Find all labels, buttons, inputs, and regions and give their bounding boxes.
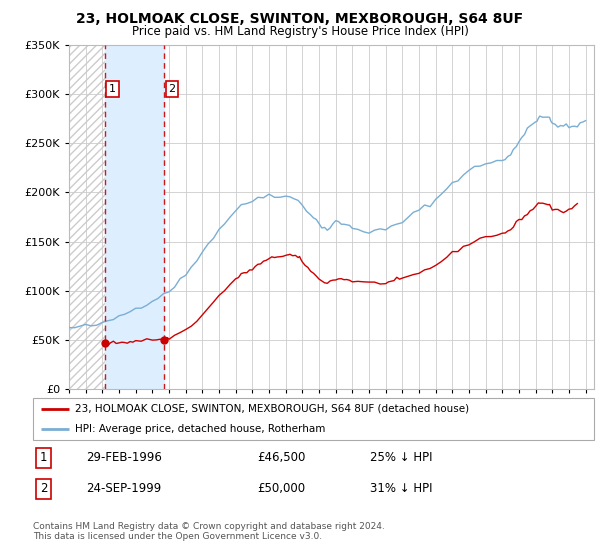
Bar <box>105 45 164 389</box>
Text: 2: 2 <box>40 482 47 495</box>
Text: 25% ↓ HPI: 25% ↓ HPI <box>370 451 432 464</box>
Text: 23, HOLMOAK CLOSE, SWINTON, MEXBOROUGH, S64 8UF (detached house): 23, HOLMOAK CLOSE, SWINTON, MEXBOROUGH, … <box>75 404 469 414</box>
Text: £50,000: £50,000 <box>257 482 305 495</box>
Text: £46,500: £46,500 <box>257 451 306 464</box>
Text: 24-SEP-1999: 24-SEP-1999 <box>86 482 161 495</box>
Text: Contains HM Land Registry data © Crown copyright and database right 2024.
This d: Contains HM Land Registry data © Crown c… <box>33 522 385 542</box>
Text: HPI: Average price, detached house, Rotherham: HPI: Average price, detached house, Roth… <box>75 424 325 434</box>
Text: 23, HOLMOAK CLOSE, SWINTON, MEXBOROUGH, S64 8UF: 23, HOLMOAK CLOSE, SWINTON, MEXBOROUGH, … <box>76 12 524 26</box>
Text: 31% ↓ HPI: 31% ↓ HPI <box>370 482 432 495</box>
Text: 2: 2 <box>169 84 176 94</box>
Text: 1: 1 <box>40 451 47 464</box>
Text: 29-FEB-1996: 29-FEB-1996 <box>86 451 162 464</box>
Text: 1: 1 <box>109 84 116 94</box>
Text: Price paid vs. HM Land Registry's House Price Index (HPI): Price paid vs. HM Land Registry's House … <box>131 25 469 38</box>
